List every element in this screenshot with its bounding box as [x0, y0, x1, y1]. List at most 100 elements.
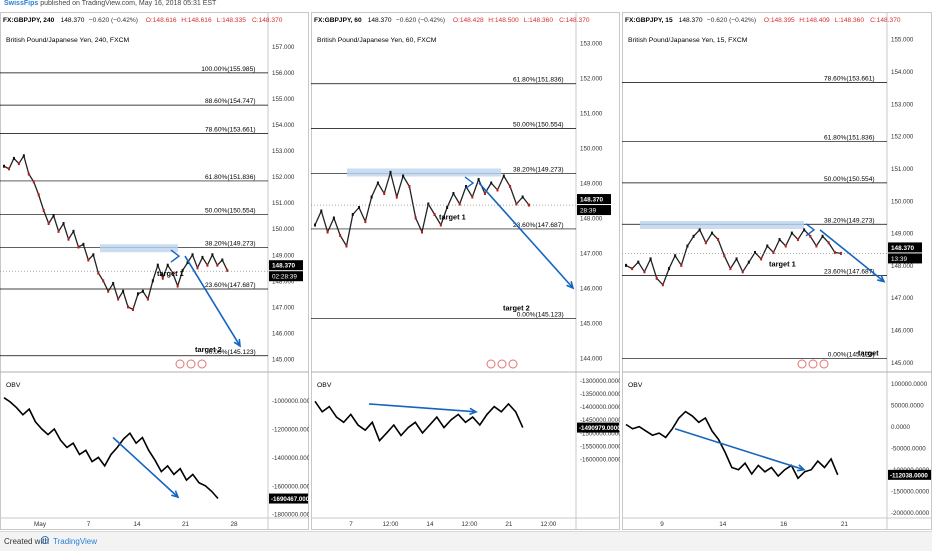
- fib-level-label: 61.80%(151.836): [824, 134, 875, 141]
- price-candle: [3, 164, 5, 168]
- last-price-badge: [269, 260, 303, 271]
- price-candle: [221, 258, 224, 262]
- price-tick-label: 151.000: [891, 166, 914, 173]
- chart-panel-60[interactable]: FX:GBPJPY, 60 148.370 −0.620 (−0.42%) O:148…: [311, 12, 620, 530]
- price-candle: [32, 180, 35, 184]
- price-tick-label: 147.000: [580, 251, 603, 258]
- obv-tick-label: 50000.0000: [891, 403, 924, 410]
- price-candle: [82, 242, 85, 246]
- symbol-label: FX:GBPJPY, 240: [3, 17, 55, 24]
- price-candle: [680, 263, 683, 267]
- price-candle: [226, 268, 229, 272]
- chart-title: British Pound/Japanese Yen, 15, FXCM: [628, 37, 748, 44]
- price-candle: [420, 230, 423, 234]
- price-candle: [370, 195, 373, 199]
- obv-tick-label: -1400000.0000: [580, 404, 620, 411]
- price-candle: [12, 156, 15, 160]
- price-candle: [7, 167, 10, 171]
- economic-event-icon: [197, 359, 207, 369]
- price-candle: [136, 292, 139, 296]
- price-candle: [427, 202, 430, 206]
- fib-level-label: 0.00%(145.123): [209, 349, 256, 356]
- time-tick-label: 14: [133, 521, 141, 528]
- fib-level-label: 50.00%(150.554): [824, 176, 875, 183]
- price-tick-label: 153.000: [891, 101, 914, 108]
- price-candle: [827, 241, 830, 245]
- obv-trendline: [674, 428, 805, 471]
- obv-tick-label: -1400000.0000: [272, 455, 309, 462]
- chart-panel-240[interactable]: FX:GBPJPY, 240 148.370 −0.620 (−0.42%) O:14…: [0, 12, 309, 530]
- price-candle: [741, 270, 744, 274]
- chart-panel-15[interactable]: FX:GBPJPY, 15 148.370 −0.620 (−0.42%) O:148…: [622, 12, 932, 530]
- price-candle: [402, 174, 405, 178]
- price-candle: [515, 202, 518, 206]
- price-candle: [735, 257, 738, 261]
- price-candle: [509, 185, 512, 188]
- price-candle: [458, 202, 461, 206]
- price-tick-label: 147.000: [272, 304, 295, 311]
- obv-tick-label: 100000.0000: [891, 381, 928, 388]
- fib-level-label: 61.80%(151.836): [513, 77, 564, 84]
- author-name[interactable]: SwissFips: [4, 0, 39, 7]
- time-tick-label: 14: [719, 521, 727, 528]
- ohlc-value: O:148.428: [453, 17, 484, 24]
- ohlc-value: L:148.360: [524, 17, 554, 24]
- price-candle: [704, 241, 707, 245]
- projection-arrowhead: [566, 281, 575, 290]
- price-candle: [326, 230, 329, 234]
- price-candle: [37, 193, 40, 197]
- price-candle: [395, 195, 398, 199]
- price-candle: [790, 231, 793, 235]
- time-tick-label: 21: [505, 521, 513, 528]
- chart-title: British Pound/Japanese Yen, 60, FXCM: [317, 37, 437, 44]
- time-tick-label: 9: [660, 521, 664, 528]
- economic-event-icon: [497, 359, 507, 369]
- obv-tick-label: -1350000.0000: [580, 391, 620, 398]
- price-tick-label: 149.000: [580, 181, 603, 188]
- price-candle: [686, 244, 689, 248]
- last-price-value: 148.370: [891, 245, 915, 252]
- price-candle: [717, 238, 720, 242]
- price-tick-label: 146.000: [272, 330, 295, 337]
- panel-frame: [622, 12, 932, 530]
- price-candle: [171, 271, 174, 275]
- panel-frame: [0, 12, 309, 530]
- tradingview-link[interactable]: TradingView: [53, 537, 98, 546]
- price-candle: [383, 192, 386, 195]
- obv-trendline-arrowhead: [796, 464, 806, 472]
- ohlc-value: H:148.500: [488, 17, 519, 24]
- price-candle: [351, 213, 354, 216]
- price-tick-label: 145.000: [891, 360, 914, 367]
- price-tick-label: 149.000: [272, 252, 295, 259]
- price-candle: [625, 263, 627, 267]
- created-with-label: Created with: [4, 537, 49, 546]
- fib-level-label: 100.00%(155.985): [201, 66, 255, 73]
- obv-label: OBV: [317, 382, 332, 389]
- price-tick-label: 153.000: [580, 41, 603, 48]
- ohlc-value: L:148.335: [217, 17, 247, 24]
- ohlc-value: −0.620 (−0.42%): [89, 17, 138, 24]
- price-candle: [122, 289, 125, 293]
- projection-arrow: [819, 229, 885, 283]
- fib-level-label: 23.60%(147.687): [205, 282, 256, 289]
- publish-info: published on TradingView.com, May 16, 20…: [40, 0, 217, 7]
- fib-level-label: 23.60%(147.687): [824, 268, 875, 275]
- price-tick-label: 150.000: [891, 198, 914, 205]
- publish-header: SwissFips published on TradingView.com, …: [0, 0, 932, 12]
- economic-event-icon: [808, 359, 818, 369]
- economic-event-icon: [486, 359, 496, 369]
- price-candle: [345, 244, 348, 248]
- obv-tick-label: -200000.0000: [891, 510, 930, 517]
- ohlc-value: C:148.370: [870, 17, 901, 24]
- price-candle: [477, 178, 480, 181]
- price-candle: [332, 216, 335, 220]
- price-candle: [723, 254, 726, 258]
- fib-level-label: 0.00%(145.123): [828, 351, 875, 358]
- fib-level-label: 38.20%(149.273): [205, 241, 256, 248]
- price-candle: [22, 154, 25, 158]
- price-candle: [483, 192, 486, 195]
- price-tick-label: 152.000: [891, 134, 914, 141]
- ohlc-value: O:148.395: [764, 17, 795, 24]
- projection-arrowhead: [877, 274, 886, 283]
- price-candle: [107, 289, 110, 293]
